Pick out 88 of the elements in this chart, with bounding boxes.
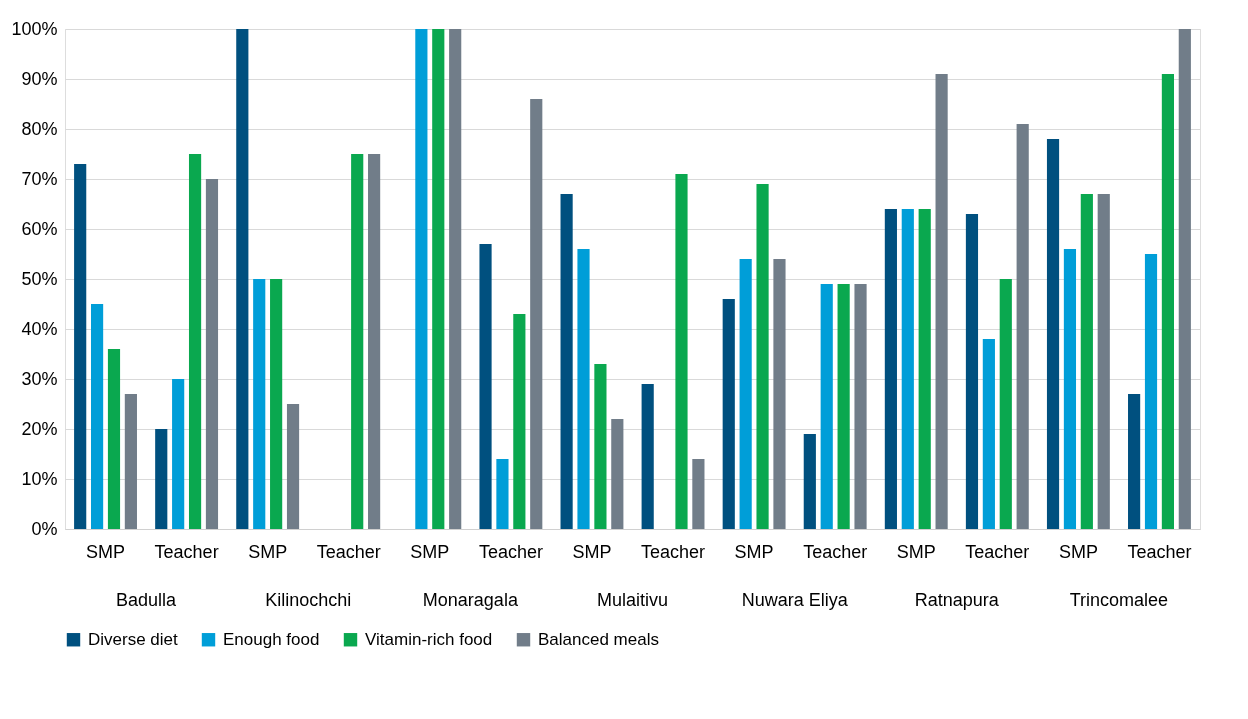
bar bbox=[594, 364, 607, 529]
legend-label: Balanced meals bbox=[538, 629, 659, 649]
x-tick-label: SMP bbox=[1058, 541, 1098, 562]
bar bbox=[935, 74, 948, 529]
bar bbox=[107, 349, 121, 529]
y-tick-label: 10% bbox=[21, 468, 58, 489]
bar bbox=[1080, 194, 1093, 529]
text: Ratnapura bbox=[914, 590, 1000, 610]
bar bbox=[1128, 394, 1141, 529]
bar bbox=[641, 384, 654, 529]
bar bbox=[479, 244, 492, 529]
text: Nuwara Eliya bbox=[741, 590, 849, 610]
bar bbox=[901, 209, 914, 529]
bar bbox=[368, 154, 381, 529]
text: Mulaitivu bbox=[596, 590, 669, 610]
bar bbox=[1046, 139, 1060, 529]
bar bbox=[965, 214, 979, 529]
bar bbox=[270, 279, 283, 529]
bar bbox=[560, 194, 573, 529]
bar bbox=[918, 209, 931, 529]
bar bbox=[205, 179, 219, 529]
x-tick-label: Teacher bbox=[154, 541, 219, 562]
bar bbox=[1161, 74, 1174, 529]
bar bbox=[722, 299, 735, 529]
bar bbox=[577, 249, 590, 529]
bar bbox=[415, 29, 428, 529]
bar bbox=[1178, 29, 1191, 529]
y-tick-label: 80% bbox=[21, 118, 58, 139]
bar bbox=[530, 99, 543, 529]
legend-label: Diverse diet bbox=[88, 629, 179, 649]
bar bbox=[803, 434, 816, 529]
text: Trincomalee bbox=[1069, 590, 1169, 610]
bar bbox=[124, 394, 137, 529]
x-tick-label: SMP bbox=[248, 541, 288, 562]
text: Kilinochchi bbox=[265, 590, 352, 610]
bar bbox=[172, 379, 185, 529]
bar bbox=[91, 304, 104, 529]
y-tick-label: 70% bbox=[21, 168, 58, 189]
bar bbox=[432, 29, 445, 529]
x-tick-label: SMP bbox=[896, 541, 936, 562]
y-tick-label: 60% bbox=[21, 218, 58, 239]
legend-label: Enough food bbox=[223, 629, 320, 649]
bar bbox=[854, 284, 867, 529]
y-tick-label: 30% bbox=[21, 368, 58, 389]
bar bbox=[351, 154, 364, 529]
y-tick-label: 50% bbox=[21, 268, 58, 289]
bar bbox=[253, 279, 266, 529]
bar bbox=[1097, 194, 1110, 529]
bar bbox=[756, 184, 769, 529]
bar bbox=[236, 29, 249, 529]
y-tick-label: 20% bbox=[21, 418, 58, 439]
text: Badulla bbox=[116, 590, 178, 610]
x-tick-label: SMP bbox=[410, 541, 450, 562]
bar bbox=[675, 174, 688, 529]
x-tick-label: Teacher bbox=[316, 541, 381, 562]
bar bbox=[513, 314, 526, 529]
bar bbox=[611, 419, 624, 529]
x-tick-label: SMP bbox=[86, 541, 126, 562]
y-tick-label: 40% bbox=[21, 318, 58, 339]
bar bbox=[982, 339, 995, 529]
bar bbox=[739, 259, 752, 529]
bar bbox=[1144, 254, 1158, 529]
x-tick-label: Teacher bbox=[965, 541, 1030, 562]
bar bbox=[496, 459, 509, 529]
bar bbox=[74, 164, 87, 529]
bar bbox=[155, 429, 168, 529]
bar bbox=[1016, 124, 1029, 529]
bar bbox=[1063, 249, 1077, 529]
bar bbox=[692, 459, 705, 529]
y-tick-label: 100% bbox=[11, 18, 58, 39]
bar bbox=[820, 284, 833, 529]
y-tick-label: 90% bbox=[21, 68, 58, 89]
x-tick-label: Teacher bbox=[478, 541, 543, 562]
x-tick-label: Teacher bbox=[1127, 541, 1192, 562]
y-tick-label: 0% bbox=[31, 518, 58, 539]
x-tick-label: SMP bbox=[734, 541, 774, 562]
bar bbox=[286, 404, 300, 529]
legend-label: Vitamin-rich food bbox=[365, 629, 493, 649]
text: Monaragala bbox=[422, 590, 519, 610]
bar bbox=[449, 29, 462, 529]
x-tick-label: Teacher bbox=[641, 541, 706, 562]
bar bbox=[837, 284, 850, 529]
bar bbox=[999, 279, 1012, 529]
bar bbox=[188, 154, 202, 529]
bar bbox=[773, 259, 786, 529]
bar bbox=[884, 209, 897, 529]
x-tick-label: SMP bbox=[572, 541, 612, 562]
x-tick-label: Teacher bbox=[803, 541, 868, 562]
